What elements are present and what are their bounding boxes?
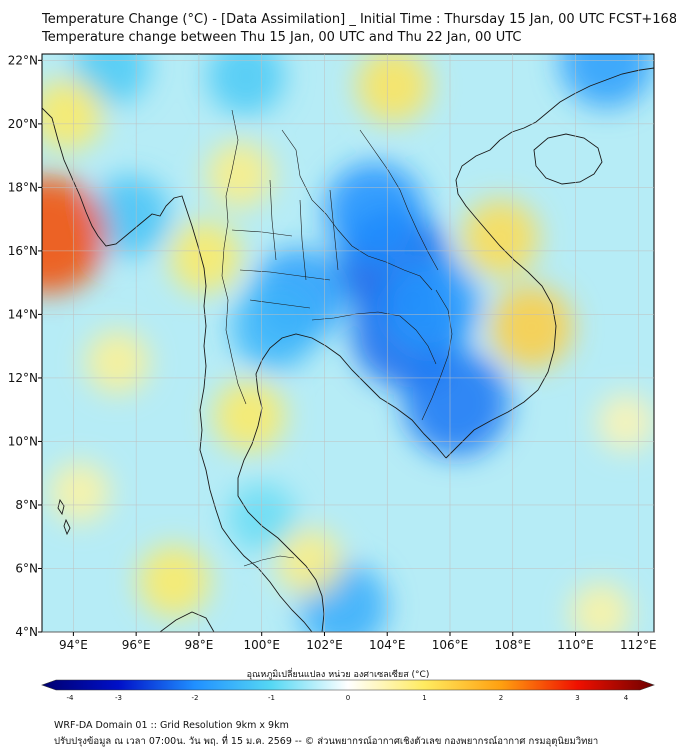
anomaly-blob [206,141,273,208]
colorbar-gradient [41,679,655,691]
coastline-south-china [499,67,654,141]
coastline-gulf-of-thailand [255,333,447,459]
coastlines-and-borders [42,67,654,632]
map-area: 94°E 96°E 98°E 100°E 102°E 104°E 106°E 108°E 110… [8,53,657,652]
map-svg: 94°E 96°E 98°E 100°E 102°E 104°E 106°E 108°E 110… [8,53,657,652]
coastline-vietnam [445,139,557,459]
anomaly-blob [49,461,111,523]
colorbar-title: อุณหภูมิเปลี่ยนแปลง หน่วย องศาเซลเซียส (… [246,670,430,680]
colorbar-tick-label: -1 [268,694,275,702]
anomaly-blob [42,176,107,294]
lon-tick-label: 104°E [369,638,406,652]
latitude-ticks: 4°N 6°N 8°N 10°N 12°N 14°N 16°N 18°N 20°N 22°N [8,53,42,639]
anomaly-blob [570,582,632,632]
colorbar-tick-label: 1 [422,694,426,702]
colorbar-tick-label: -4 [67,694,75,702]
anomaly-blob [489,285,574,369]
map-title: Temperature Change (°C) - [Data Assimila… [42,12,676,27]
anomaly-blob [85,330,150,394]
lon-tick-label: 106°E [432,638,469,652]
colorbar-ticks: -4 -3 -2 -1 0 1 2 3 4 [67,694,629,702]
anomaly-blob [207,54,285,116]
anomaly-blob [403,350,510,457]
lon-tick-label: 94°E [59,638,88,652]
lat-tick-label: 22°N [8,53,38,67]
colorbar-tick-label: 2 [499,694,503,702]
colorbar-tick-label: -2 [192,694,199,702]
provincial-grid-thailand [231,179,339,309]
lon-tick-label: 112°E [620,638,657,652]
lat-tick-label: 8°N [15,498,38,512]
lat-tick-label: 12°N [8,371,38,385]
longitude-ticks: 94°E 96°E 98°E 100°E 102°E 104°E 106°E 108°E 110… [59,632,657,652]
colorbar-tick-label: -3 [115,694,122,702]
anomaly-blob [42,78,104,151]
anomaly-blob [231,284,318,371]
colorbar-tick-label: 4 [624,694,629,702]
anomaly-blob [461,199,540,277]
footer-credit: ปรับปรุงข้อมูล ณ เวลา 07:00น. วัน พฤ. ที… [54,736,599,747]
lat-tick-label: 18°N [8,180,38,194]
border-cambodia-vietnam [421,289,453,421]
lon-tick-label: 108°E [495,638,532,652]
anomaly-blob [169,221,242,294]
border-laos-vietnam [359,129,439,271]
coastline-myanmar-west [42,107,223,529]
map-subtitle: Temperature change between Thu 15 Jan, 0… [42,30,522,45]
anomaly-blob [275,528,342,596]
anomaly-blob [324,162,425,263]
border-thailand-laos [281,129,433,291]
colorbar: -4 -3 -2 -1 0 1 2 3 4 [41,679,655,702]
coastline-hainan [533,133,603,185]
anomaly-blob [559,54,654,108]
coastline-peninsula-east [237,407,325,632]
anomaly-blob [596,393,654,452]
lat-tick-label: 14°N [8,307,38,321]
border-thailand-malaysia [243,555,295,567]
lon-tick-label: 96°E [122,638,151,652]
lat-tick-label: 4°N [15,625,38,639]
lon-tick-label: 102°E [306,638,343,652]
border-myanmar-thailand [221,109,247,405]
lat-tick-label: 6°N [15,561,38,575]
admin-borders [221,109,453,567]
anomaly-blob [137,545,210,618]
coastline-sumatra [159,611,215,632]
coastline-andaman-islands [57,498,71,536]
anomaly-blob [382,256,480,354]
lat-tick-label: 16°N [8,244,38,258]
lon-tick-label: 100°E [243,638,280,652]
footer-model-info: WRF-DA Domain 01 :: Grid Resolution 9km … [54,720,289,731]
colorbar-tick-label: 3 [575,694,579,702]
colorbar-tick-label: 0 [346,694,350,702]
lat-tick-label: 20°N [8,117,38,131]
border-thailand-cambodia [311,311,437,365]
lon-tick-label: 98°E [184,638,213,652]
anomaly-blob [356,54,431,124]
coastline-peninsula-west [221,527,313,632]
lon-tick-label: 110°E [557,638,594,652]
anomaly-blob [213,380,286,453]
graticule [42,54,654,633]
anomaly-blob [89,175,171,257]
lat-tick-label: 10°N [8,434,38,448]
